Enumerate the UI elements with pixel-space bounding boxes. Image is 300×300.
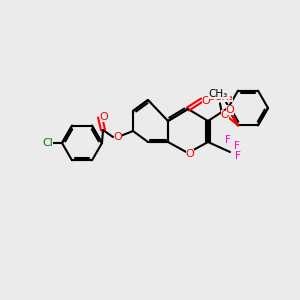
Text: Cl: Cl: [43, 138, 53, 148]
Text: F: F: [234, 141, 240, 151]
Text: O: O: [202, 96, 210, 106]
Text: O: O: [226, 105, 234, 115]
Text: O: O: [186, 149, 194, 159]
Text: O: O: [100, 112, 108, 122]
Text: OCH₃: OCH₃: [207, 92, 233, 102]
Text: CH₃: CH₃: [208, 89, 228, 99]
Text: F: F: [235, 151, 241, 161]
Text: F: F: [225, 135, 231, 145]
Text: O: O: [114, 132, 122, 142]
Text: O: O: [220, 110, 230, 120]
